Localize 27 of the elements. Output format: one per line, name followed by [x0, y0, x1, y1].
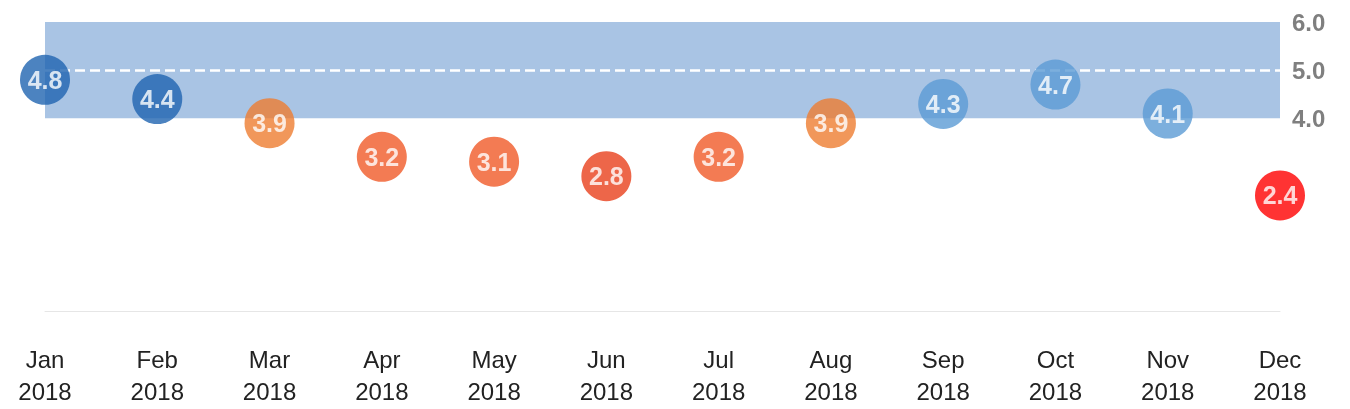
y-tick-label: 6.0: [1292, 8, 1326, 36]
data-label: 4.7: [1038, 70, 1073, 99]
data-label: 4.1: [1150, 99, 1186, 128]
x-tick-label: Sep 2018: [916, 345, 970, 405]
data-label: 4.3: [925, 89, 961, 118]
y-tick-label: 4.0: [1292, 104, 1326, 132]
x-tick-label: Mar 2018: [242, 345, 297, 405]
x-tick-label: May 2018: [467, 345, 521, 405]
data-label: 3.2: [701, 142, 737, 171]
y-tick-label: 5.0: [1292, 56, 1326, 84]
x-tick-label: Jan 2018: [18, 345, 72, 405]
data-label: 3.9: [252, 109, 287, 138]
x-tick-label: Apr 2018: [355, 345, 409, 405]
data-label: 3.1: [476, 147, 512, 176]
x-tick-label: Dec 2018: [1253, 345, 1307, 405]
x-tick-label: Aug 2018: [804, 345, 858, 405]
data-label: 2.4: [1262, 181, 1298, 210]
x-tick-label: Jul 2018: [691, 345, 746, 405]
x-tick-label: Nov 2018: [1141, 345, 1195, 405]
data-label: 3.2: [364, 142, 400, 171]
data-label: 4.4: [139, 85, 175, 114]
data-label: 4.8: [27, 65, 63, 94]
x-tick-label: Jun 2018: [579, 345, 634, 405]
data-label: 2.8: [588, 162, 624, 191]
x-tick-label: Feb 2018: [130, 345, 184, 405]
x-tick-label: Oct 2018: [1028, 345, 1083, 405]
data-label: 3.9: [813, 109, 849, 138]
